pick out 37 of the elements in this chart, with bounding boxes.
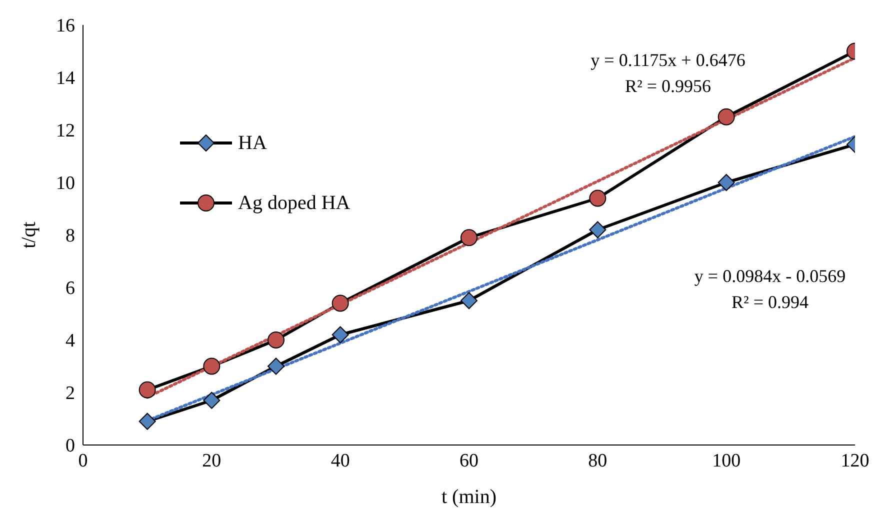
- annotation: y = 0.1175x + 0.6476: [590, 50, 746, 71]
- y-tick-label: 4: [66, 330, 76, 352]
- y-axis-title: t/qt: [18, 221, 40, 248]
- point: [718, 108, 735, 126]
- y-tick-label: 8: [66, 226, 75, 247]
- point: [203, 392, 220, 409]
- point: [460, 292, 478, 310]
- point: [589, 190, 606, 207]
- x-tick-label: 40: [330, 450, 350, 472]
- x-tick-label: 60: [460, 450, 478, 472]
- y-tick-label: 6: [66, 278, 75, 300]
- legend-label: Ag doped HA: [238, 192, 350, 214]
- x-tick-label: 20: [202, 450, 222, 472]
- x-axis-title: t (min): [442, 486, 496, 508]
- annotation: R² = 0.9956: [624, 76, 712, 97]
- point: [460, 229, 478, 246]
- point: [138, 412, 156, 430]
- legend-label: HA: [238, 132, 267, 154]
- y-tick-label: 0: [66, 436, 75, 457]
- y-tick-label: 2: [66, 383, 75, 404]
- point: [332, 326, 349, 344]
- point: [138, 381, 156, 398]
- y-tick-label: 14: [56, 68, 76, 90]
- annotation: R² = 0.994: [731, 292, 809, 313]
- point: [718, 174, 735, 191]
- x-tick-label: 100: [712, 450, 741, 472]
- y-tick-label: 16: [56, 16, 75, 37]
- point: [332, 294, 349, 312]
- point: [268, 332, 284, 348]
- annotation: y = 0.0984x - 0.0569: [694, 266, 846, 287]
- x-tick-label: 120: [840, 450, 870, 472]
- y-tick-label: 10: [56, 173, 75, 194]
- point: [268, 358, 284, 375]
- y-tick-label: 12: [56, 120, 75, 142]
- x-tick-label: 80: [588, 450, 608, 472]
- point: [203, 358, 220, 375]
- point: [589, 221, 606, 238]
